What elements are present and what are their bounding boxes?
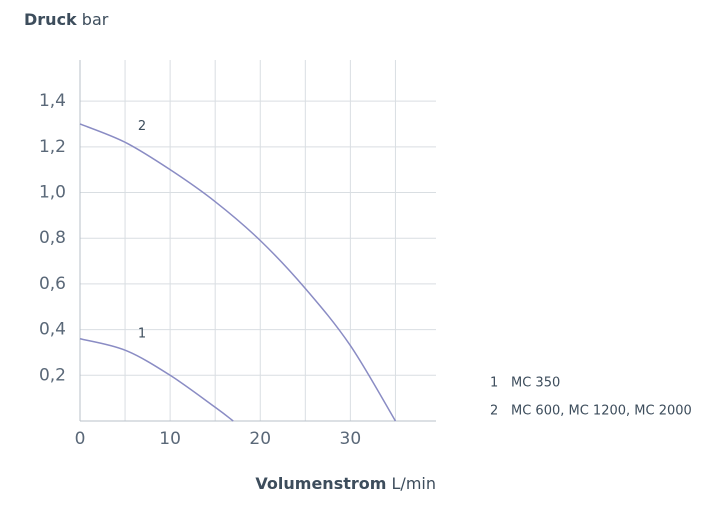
series-line [79,123,397,422]
curve-label: 2 [138,119,146,134]
y-axis-name: Druck [24,10,77,29]
y-tick-label: 0,8 [39,228,66,248]
series-line [79,338,234,422]
x-tick-label: 0 [75,429,86,449]
legend-key: 1 [490,376,498,391]
y-tick-label: 1,2 [39,137,66,157]
curve-label: 1 [138,327,146,342]
y-axis-unit: bar [82,10,109,29]
y-tick-label: 1,4 [39,91,66,111]
x-tick-label: 30 [340,429,362,449]
x-axis-unit: L/min [392,474,436,493]
x-axis-name: Volumenstrom [255,474,386,493]
legend-label: MC 350 [511,376,560,391]
x-tick-label: 10 [159,429,181,449]
y-tick-label: 1,0 [39,183,66,203]
x-axis-title: Volumenstrom L/min [255,474,436,493]
y-axis-title: Druck bar [24,10,109,29]
y-tick-label: 0,4 [39,320,66,340]
y-tick-label: 0,6 [39,274,66,294]
legend-key: 2 [490,404,498,419]
y-tick-label: 0,2 [39,365,66,385]
legend-label: MC 600, MC 1200, MC 2000 [511,404,692,419]
x-tick-label: 20 [249,429,271,449]
